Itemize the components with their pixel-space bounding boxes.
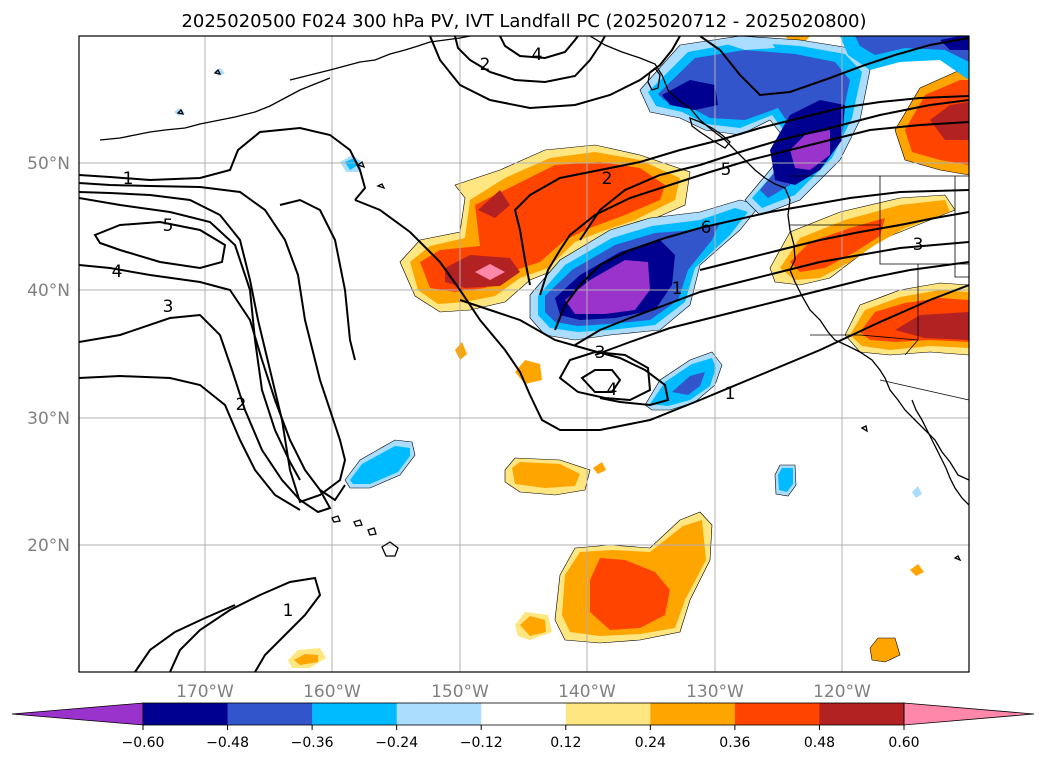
colorbar-extend-max <box>903 702 1035 726</box>
lon-tick-label: 170°W <box>176 682 234 702</box>
colorbar-tick-label: −0.48 <box>206 735 249 751</box>
colorbar-tick-label: 0.60 <box>888 735 919 751</box>
contour-label: 3 <box>595 343 606 363</box>
contour-label: 3 <box>163 297 174 317</box>
colorbar-bin <box>819 703 905 725</box>
contour-label: 3 <box>913 235 924 255</box>
colorbar: −0.60 −0.48 −0.36 −0.24 −0.12 0.12 0.24 0.36 0.4… <box>11 702 1035 751</box>
colorbar-tick-label: −0.60 <box>122 735 165 751</box>
contour-label: 5 <box>721 160 732 180</box>
lon-tick-label: 120°W <box>813 682 871 702</box>
lat-tick-label: 30°N <box>27 409 70 429</box>
colorbar-extend-min <box>11 702 144 726</box>
contour-labels: 1 5 4 3 2 4 2 2 5 6 3 1 3 4 1 1 <box>112 45 924 621</box>
contour-label: 4 <box>607 380 618 400</box>
colorbar-bin <box>227 703 313 725</box>
contour-label: 2 <box>236 395 247 415</box>
colorbar-bin <box>650 703 736 725</box>
ivt-negative-anomaly-fields <box>174 36 969 498</box>
map-area: 1 5 4 3 2 4 2 2 5 6 3 1 3 4 1 1 <box>79 36 969 672</box>
contour-label: 5 <box>163 216 174 236</box>
lon-tick-label: 140°W <box>558 682 616 702</box>
contour-label: 2 <box>480 55 491 75</box>
map-frame <box>78 35 970 673</box>
political-borders <box>790 175 969 401</box>
pv-contours <box>79 36 969 672</box>
lon-tick-label: 160°W <box>303 682 361 702</box>
contour-label: 1 <box>725 384 736 404</box>
colorbar-bin <box>143 703 229 725</box>
colorbar-tick-label: 0.12 <box>550 735 581 751</box>
contour-label: 1 <box>283 601 294 621</box>
colorbar-tick-label: −0.12 <box>460 735 503 751</box>
coastlines <box>99 36 969 562</box>
lat-tick-label: 50°N <box>27 154 70 174</box>
lat-tick-label: 20°N <box>27 536 70 556</box>
contour-label: 4 <box>532 45 543 65</box>
colorbar-bin <box>734 703 820 725</box>
contour-label: 4 <box>112 262 123 282</box>
contour-label: 1 <box>672 279 683 299</box>
colorbar-tick-label: −0.24 <box>375 735 418 751</box>
colorbar-tick-label: 0.48 <box>804 735 835 751</box>
colorbar-bin <box>396 703 482 725</box>
lat-tick-label: 40°N <box>27 281 70 301</box>
colorbar-bin <box>312 703 398 725</box>
contour-label: 2 <box>602 169 613 189</box>
colorbar-tick-label: −0.36 <box>291 735 334 751</box>
lon-tick-label: 150°W <box>431 682 489 702</box>
longitude-ticks: 170°W 160°W 150°W 140°W 130°W 120°W <box>176 682 871 702</box>
contour-label: 1 <box>123 169 134 189</box>
colorbar-bin <box>565 703 651 725</box>
colorbar-tick-label: 0.36 <box>719 735 750 751</box>
contour-label: 6 <box>701 218 712 238</box>
colorbar-frame <box>142 702 905 726</box>
lon-tick-label: 130°W <box>686 682 744 702</box>
map-title: 2025020500 F024 300 hPa PV, IVT Landfall… <box>181 11 866 32</box>
colorbar-bin <box>481 703 567 725</box>
latitude-ticks: 50°N 40°N 30°N 20°N <box>27 154 70 556</box>
colorbar-tick-label: 0.24 <box>635 735 666 751</box>
